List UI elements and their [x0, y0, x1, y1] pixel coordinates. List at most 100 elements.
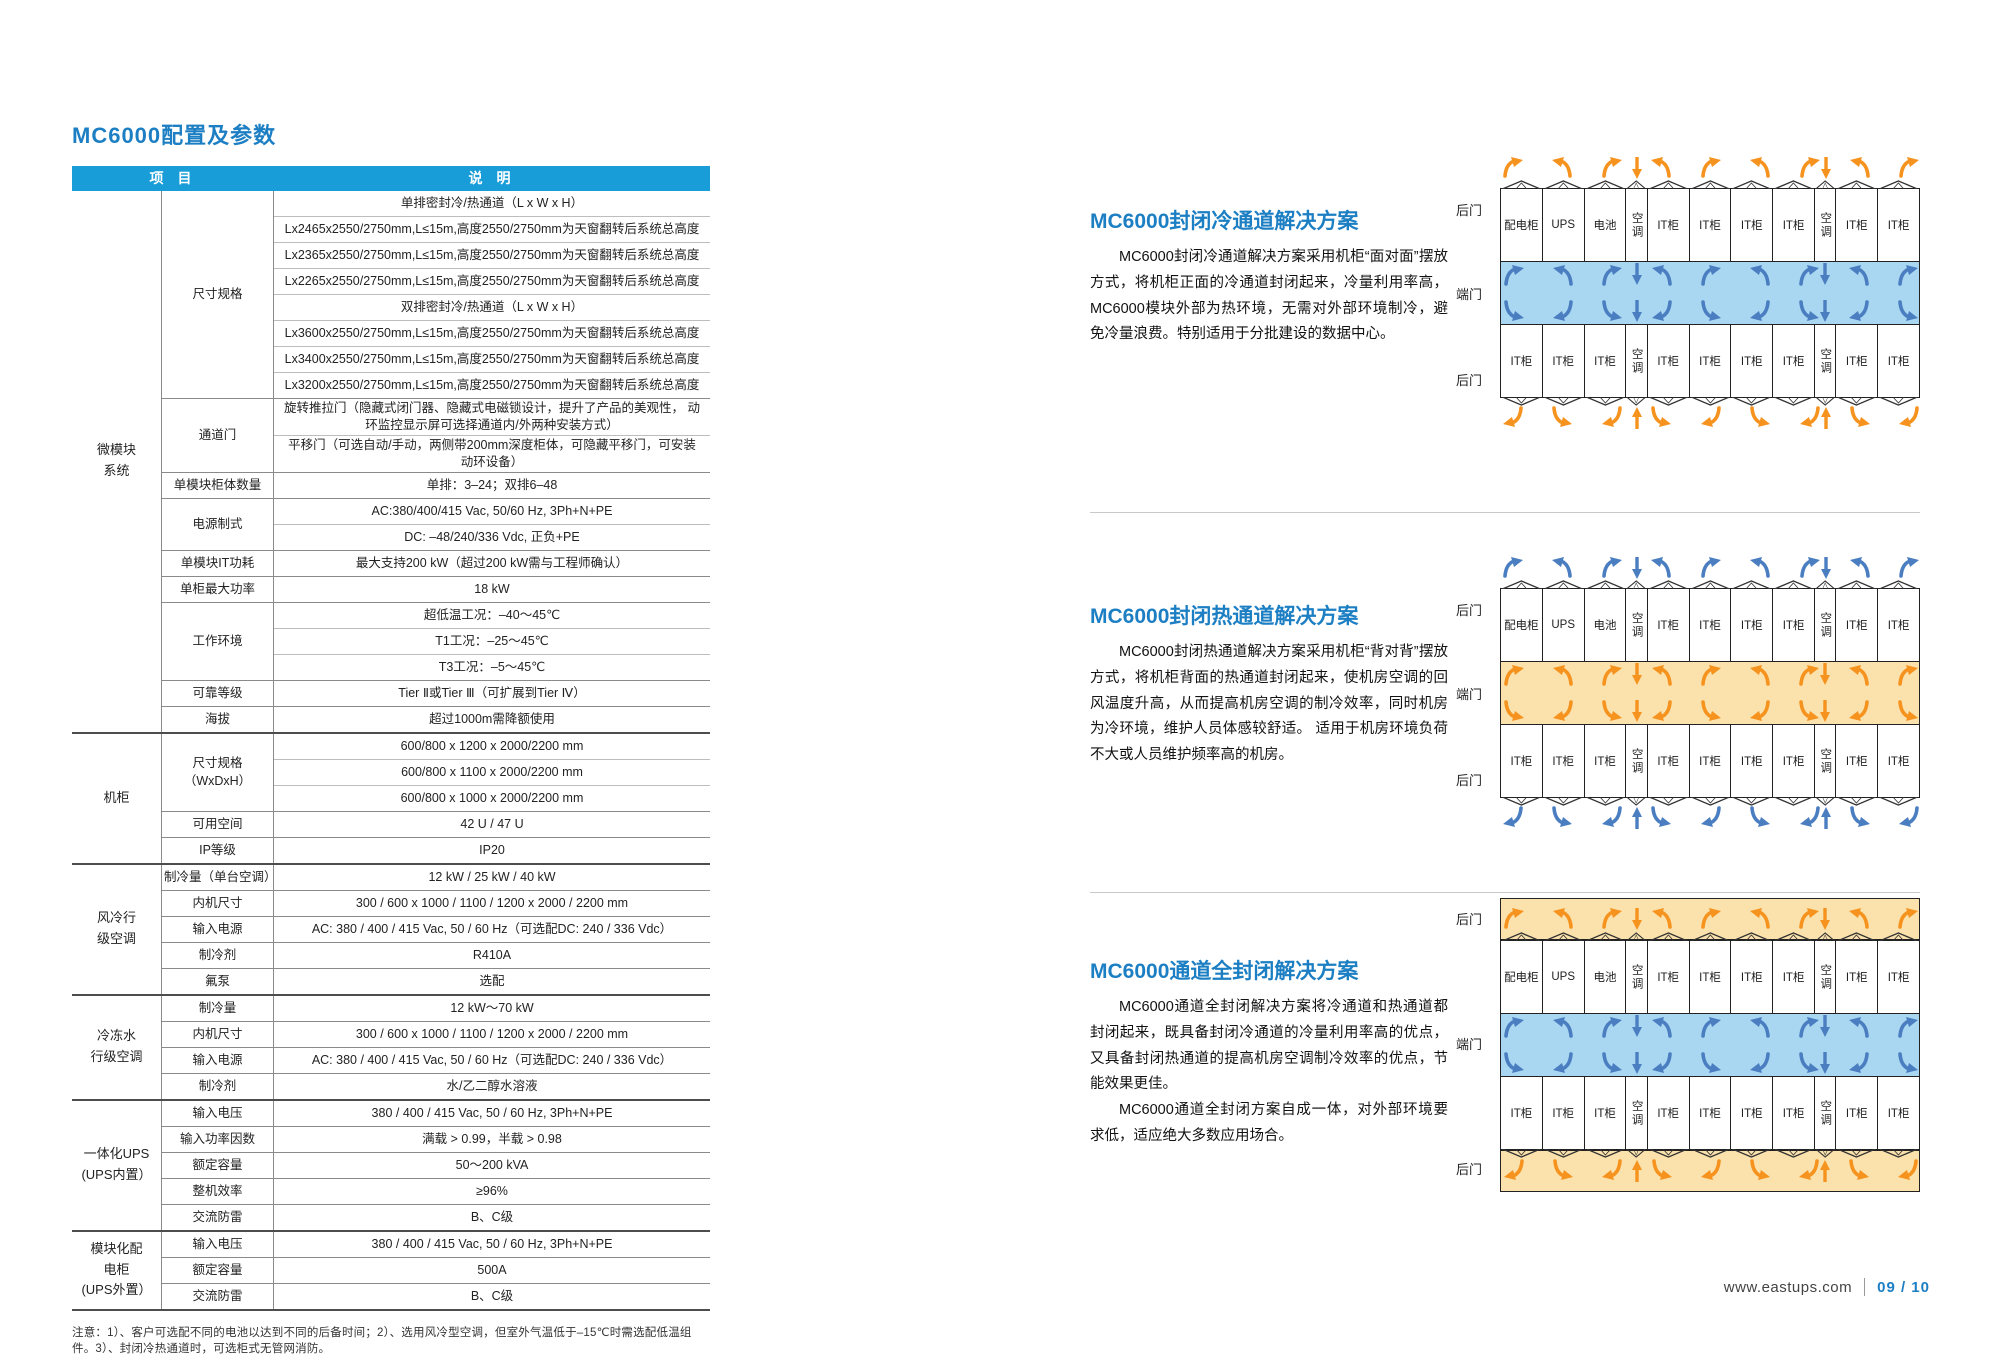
- table-row-label: 额定容量: [162, 1257, 274, 1283]
- diagram-door-labels: 后门 端门 后门: [1454, 548, 1500, 838]
- cabinet: IT柜: [1772, 180, 1815, 262]
- cabinet-label: IT柜: [1740, 220, 1763, 232]
- table-row: 输入功率因数 满载 > 0.99，半载 > 0.98: [162, 1126, 710, 1153]
- cabinet-row-bottom: IT柜 IT柜 IT柜 空调 IT柜 IT柜 IT柜 IT柜 空调 IT柜 IT…: [1500, 724, 1920, 806]
- ac-cabinet: 空调: [1813, 724, 1837, 806]
- header-description-column: 说 明: [468, 170, 511, 186]
- airflow-arrow: [1750, 1159, 1771, 1180]
- cabinet-label: IT柜: [1699, 220, 1721, 232]
- cabinet: IT柜: [1877, 324, 1920, 406]
- table-row-label: 整机效率: [162, 1178, 274, 1204]
- cabinet-label: IT柜: [1782, 756, 1805, 768]
- cabinet-label: IT柜: [1740, 1108, 1763, 1120]
- table-cell-value: 380 / 400 / 415 Vac, 50 / 60 Hz, 3Ph+N+P…: [371, 1105, 613, 1120]
- table-cell-value: 水/乙二醇水溶液: [446, 1078, 538, 1093]
- table-row-values: 水/乙二醇水溶液: [274, 1074, 710, 1099]
- airflow-arrow: [1899, 157, 1920, 178]
- table-row-values: 600/800 x 1200 x 2000/2200 mm 600/800 x 1…: [274, 734, 710, 811]
- table-cell-value: 单排密封冷/热通道（L x W x H）: [274, 191, 710, 217]
- section-full-containment: MC6000通道全封闭解决方案 MC6000通道全封闭解决方案将冷通道和热通道都…: [1090, 955, 1448, 1150]
- airflow-arrow: [1898, 1017, 1919, 1038]
- airflow-arrow: [1651, 1159, 1672, 1180]
- table-row-label: 单模块IT功耗: [162, 550, 274, 576]
- cabinet-label: 空调: [1630, 611, 1643, 639]
- cabinet-top-icon: [1837, 180, 1876, 189]
- table-cell-value: Lx3600x2550/2750mm,L≤15m,高度2550/2750mm为天…: [274, 321, 710, 347]
- cabinet-label: 空调: [1630, 211, 1643, 239]
- table-row-label: 尺寸规格: [162, 191, 274, 398]
- table-row-label: 输入功率因数: [162, 1126, 274, 1152]
- spec-table-groups: 微模块 系统 尺寸规格 单排密封冷/热通道（L x W x H） Lx2465x255…: [72, 191, 710, 1309]
- table-row-values: 超低温工况：–40～45℃ T1工况：–25～45℃ T3工况：–5～45℃: [274, 603, 710, 680]
- cabinet-label: 空调: [1819, 611, 1832, 639]
- cabinet-label: IT柜: [1887, 356, 1910, 368]
- table-row: 可用空间 42 U / 47 U: [162, 811, 710, 838]
- diagram-hot-aisle: 后门 端门 后门 配电柜 UPS 电池 空调 IT柜 IT柜: [1454, 548, 1920, 838]
- cabinet: IT柜: [1583, 1076, 1627, 1158]
- table-group-rows: 尺寸规格 单排密封冷/热通道（L x W x H） Lx2465x2550/2750…: [161, 191, 710, 732]
- cabinet-top-icon: [1585, 397, 1625, 406]
- table-row-label: 输入电源: [162, 916, 274, 942]
- airflow-arrow: [1799, 908, 1820, 929]
- table-cell-value: 12 kW / 25 kW / 40 kW: [428, 869, 556, 884]
- airflow-arrow: [1601, 557, 1622, 578]
- cabinet-label: IT柜: [1699, 972, 1721, 984]
- ac-cabinet: 空调: [1625, 1076, 1648, 1158]
- table-cell-value: AC: 380 / 400 / 415 Vac, 50 / 60 Hz（可选配D…: [311, 921, 673, 936]
- table-group: 模块化配 电柜 (UPS外置） 输入电压 380 / 400 / 415 Vac, …: [72, 1231, 710, 1309]
- section-paragraph: MC6000通道全封闭方案自成一体，对外部环境要求低，适应绝大多数应用场合。: [1090, 1102, 1448, 1144]
- hot-air-zone-top: [1500, 548, 1920, 588]
- table-row-label: 海拔: [162, 706, 274, 732]
- cabinet-label: IT柜: [1782, 1108, 1805, 1120]
- section-hot-aisle: MC6000封闭热通道解决方案 MC6000封闭热通道解决方案采用机柜“背对背”…: [1090, 600, 1448, 769]
- airflow-arrow: [1701, 557, 1721, 578]
- table-cell-value: 超过1000m需降额使用: [429, 711, 555, 726]
- airflow-arrow: [1849, 406, 1870, 427]
- cabinet-label: 配电柜: [1504, 972, 1539, 984]
- header-item-column: 项 目: [149, 170, 192, 186]
- airflow-arrow: [1651, 806, 1672, 827]
- table-row-label: 额定容量: [162, 1152, 274, 1178]
- hot-air-zone-top: [1500, 148, 1920, 188]
- cabinet-top-icon: [1879, 932, 1918, 941]
- table-cell-value: 双排密封冷/热通道（L x W x H）: [274, 295, 710, 321]
- cabinet-label: IT柜: [1657, 220, 1680, 232]
- airflow-arrow: [1701, 700, 1721, 721]
- cabinet-top-icon: [1815, 580, 1835, 589]
- table-cell-value: ≥96%: [476, 1183, 508, 1198]
- airflow-arrow: [1898, 1052, 1919, 1073]
- cabinet: IT柜: [1730, 724, 1774, 806]
- cabinet-label: IT柜: [1887, 1108, 1910, 1120]
- cabinet-top-icon: [1774, 1149, 1813, 1158]
- cabinet-top-icon: [1732, 580, 1771, 589]
- cabinet-label: 电池: [1593, 220, 1617, 232]
- airflow-arrow: [1631, 1015, 1642, 1037]
- airflow-arrow: [1899, 406, 1919, 427]
- cabinet: IT柜: [1772, 324, 1815, 406]
- cabinet-label: UPS: [1551, 619, 1576, 631]
- ac-cabinet: 空调: [1625, 324, 1648, 406]
- cabinet: IT柜: [1772, 1076, 1815, 1158]
- table-row-values: AC:380/400/415 Vac, 50/60 Hz, 3Ph+N+PE DC…: [274, 499, 710, 550]
- cabinet-label: 空调: [1819, 747, 1832, 775]
- airflow-arrow: [1602, 908, 1623, 929]
- cabinet-row-bottom: IT柜 IT柜 IT柜 空调 IT柜 IT柜 IT柜 IT柜 空调 IT柜 IT…: [1500, 1076, 1920, 1158]
- table-row-label: 输入电压: [162, 1100, 274, 1126]
- airflow-arrow: [1552, 157, 1572, 178]
- website-url: www.eastups.com: [1723, 1278, 1853, 1296]
- airflow-arrow: [1602, 1017, 1623, 1038]
- cabinet-label: IT柜: [1594, 1108, 1616, 1120]
- table-row-label: 制冷剂: [162, 1073, 274, 1099]
- table-row: 输入电源 AC: 380 / 400 / 415 Vac, 50 / 60 Hz（…: [162, 916, 710, 943]
- hot-aisle-zone: [1500, 661, 1920, 725]
- cabinet-row-top: 配电柜 UPS 电池 空调 IT柜 IT柜 IT柜 IT柜 空调 IT柜 IT柜: [1500, 180, 1920, 262]
- hot-air-zone-top: [1500, 898, 1920, 940]
- airflow-arrow: [1602, 265, 1623, 286]
- cabinet-top-icon: [1649, 1149, 1688, 1158]
- airflow-arrow: [1898, 665, 1919, 686]
- cabinet-top-icon: [1774, 932, 1813, 941]
- cold-aisle-zone: [1500, 1013, 1920, 1077]
- airflow-arrow: [1820, 807, 1831, 829]
- cabinet-label: 空调: [1819, 347, 1832, 375]
- airflow-arrow: [1799, 1017, 1820, 1038]
